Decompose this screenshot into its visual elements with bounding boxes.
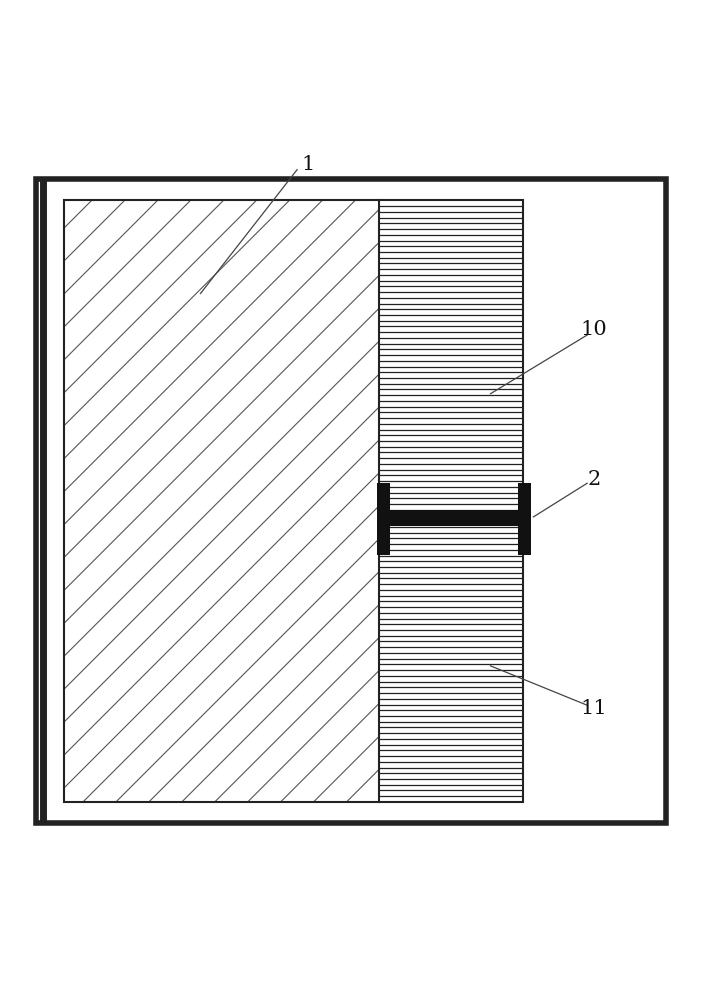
Text: 2: 2 — [588, 470, 601, 489]
Bar — [379, 201, 523, 802]
Text: 1: 1 — [301, 155, 314, 174]
Bar — [377, 511, 531, 527]
Bar — [64, 201, 379, 802]
Text: 10: 10 — [581, 320, 608, 339]
Bar — [377, 483, 390, 555]
Bar — [64, 201, 379, 802]
Bar — [64, 201, 523, 802]
Bar — [379, 201, 523, 802]
Bar — [36, 179, 666, 823]
Bar — [518, 483, 531, 555]
Text: 11: 11 — [581, 700, 608, 718]
